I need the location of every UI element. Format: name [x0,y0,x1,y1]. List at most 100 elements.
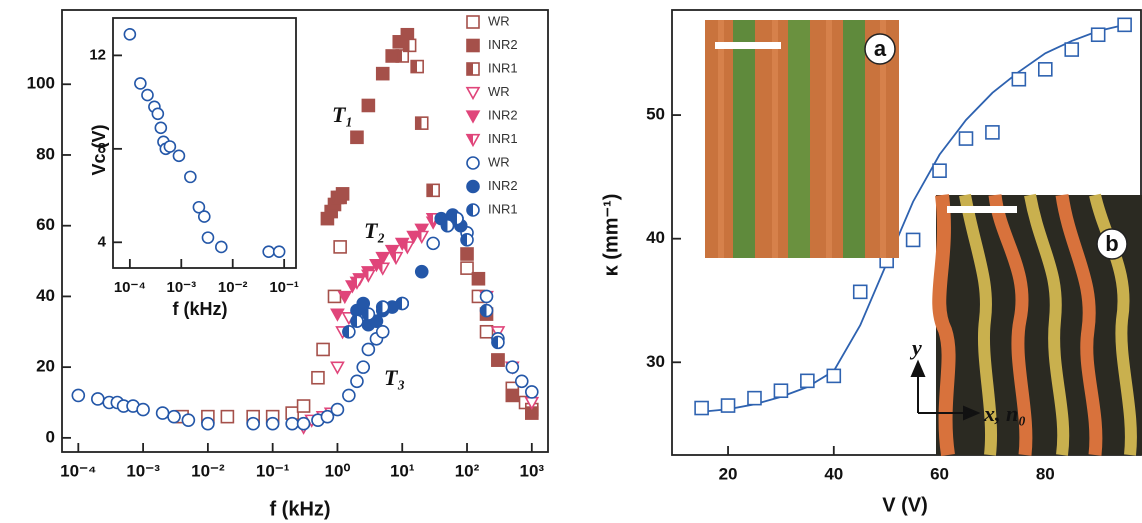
x-tick-label: 60 [930,464,949,483]
marker [479,289,494,304]
x-tick-label: 10¹ [390,461,415,480]
marker [215,240,228,254]
marker [460,261,474,275]
marker [1064,42,1080,57]
legend-label: WR [488,13,510,28]
legend-marker [466,156,480,170]
marker [184,170,197,184]
y-axis-label: κ (mm⁻¹) [600,194,622,277]
micrograph-a [705,20,899,258]
y-tick-label: 100 [27,74,55,93]
marker [349,276,365,290]
marker [272,245,286,258]
legend-label: INR2 [488,178,518,193]
marker [375,262,391,276]
marker [197,210,211,223]
marker [350,374,364,389]
micrograph-b [932,193,1142,457]
marker [172,149,186,163]
y-tick-label: 20 [36,357,55,376]
marker [356,360,371,374]
legend-label: INR1 [488,201,518,216]
marker [985,125,1000,140]
panel-label: b [1105,231,1118,256]
marker [1037,62,1053,77]
marker [958,131,974,146]
marker [356,296,371,311]
marker [151,107,165,121]
marker [414,230,430,244]
legend-label: WR [488,84,510,99]
marker [400,241,415,255]
marker [201,416,215,431]
marker [460,233,474,247]
x-tick-label: 10⁻³ [166,279,196,296]
plot-frame [61,9,549,453]
fit-line [701,23,1125,413]
marker [479,303,494,318]
marker [800,373,815,389]
axis-annotation: y [909,335,922,360]
marker [163,140,177,153]
marker [905,232,921,248]
marker [410,59,424,74]
marker [361,98,376,113]
marker [330,402,345,417]
marker [395,49,410,63]
marker [395,296,410,311]
marker [192,200,206,214]
marker [296,399,311,413]
marker [525,385,539,399]
y-tick-label: 50 [646,105,665,124]
marker [384,244,400,259]
axis-annotation: x, n₀ [983,401,1026,426]
marker [320,409,335,424]
marker [296,416,311,431]
marker [414,264,429,279]
marker [136,402,150,417]
marker [350,130,364,145]
marker [773,383,789,399]
marker [361,269,376,283]
y-tick-label: 8 [98,140,106,157]
x-tick-label: 20 [719,464,738,483]
marker [932,163,947,178]
x-tick-label: 40 [824,464,843,483]
marker [1011,71,1027,87]
x-tick-label: 10⁻⁴ [60,461,96,480]
marker [141,88,154,102]
x-axis-label: f (kHz) [173,299,228,319]
x-tick-label: 10⁻⁴ [114,279,146,296]
marker [426,183,440,198]
y-tick-label: 60 [36,215,55,234]
marker [388,251,404,266]
marker [375,251,391,266]
marker [337,290,353,305]
x-tick-label: 10³ [520,461,545,480]
x-tick-label: 10⁻¹ [269,279,299,296]
marker [720,398,736,413]
marker [333,240,347,254]
marker [426,236,440,251]
y-tick-label: 30 [646,352,665,371]
legend-label: WR [488,154,510,169]
marker [262,245,275,258]
legend-marker [466,62,480,76]
marker [491,353,505,367]
y-tick-label: 0 [46,427,55,446]
marker [285,416,299,431]
legend-label: INR1 [488,60,518,75]
x-tick-label: 10⁻³ [126,461,160,480]
legend-marker [465,110,481,124]
marker [330,308,345,322]
y-tick-label: 40 [646,228,665,247]
marker [414,223,430,237]
x-axis-label: V (V) [882,494,928,516]
marker [155,406,170,420]
annotation: T₁ [332,102,353,127]
x-tick-label: 80 [1036,464,1055,483]
x-tick-label: 10² [455,461,480,480]
marker [327,289,342,304]
marker [440,218,455,233]
marker [220,409,235,424]
